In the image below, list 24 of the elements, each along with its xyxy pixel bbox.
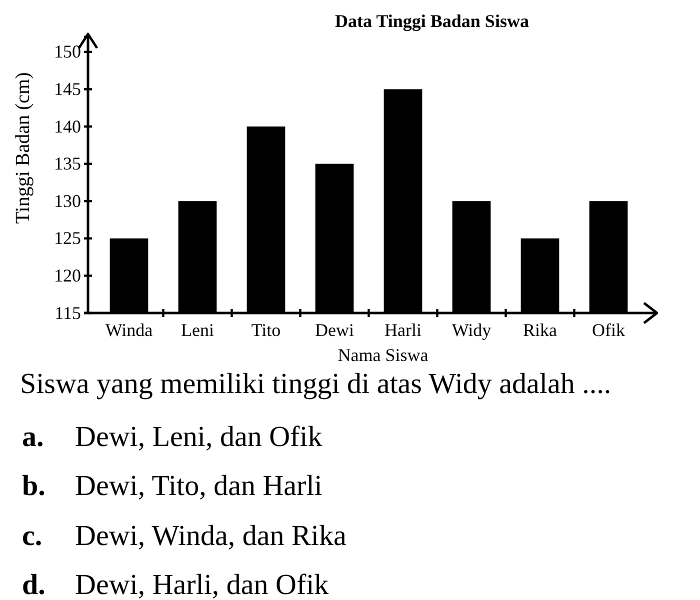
x-axis-title: Nama Siswa: [338, 345, 428, 365]
text: b. Dewi, Tito, dan Harli: [22, 470, 322, 502]
x-tick-label: Ofik: [592, 320, 625, 340]
y-tick-label: 145: [54, 78, 81, 99]
y-tick-label: 130: [54, 190, 81, 211]
x-tick-label: Rika: [523, 320, 558, 340]
x-tick-label: Tito: [251, 320, 281, 340]
text: a. Dewi, Leni, dan Ofik: [22, 421, 323, 453]
y-tick-label: 120: [54, 265, 81, 286]
x-tick-label: Winda: [105, 320, 153, 340]
y-tick-label: 140: [54, 116, 81, 136]
y-tick-label: 135: [54, 154, 81, 174]
y-axis-title: Tinggi Badan (cm): [12, 72, 34, 224]
x-tick-label: Dewi: [315, 320, 354, 340]
text: Siswa yang memiliki tinggi di atas Widy adalah ....: [20, 368, 612, 400]
chart-title: Data Tinggi Badan Siswa: [335, 11, 529, 31]
text: c. Dewi, Winda, dan Rika: [22, 520, 346, 552]
x-tick-label: Leni: [181, 320, 214, 340]
y-tick-label: 115: [54, 302, 81, 323]
x-tick-label: Widy: [452, 320, 492, 340]
y-tick-label: 125: [54, 228, 81, 248]
y-tick-label: 150: [54, 42, 81, 62]
text: d. Dewi, Harli, dan Ofik: [22, 569, 330, 600]
x-tick-label: Harli: [384, 320, 422, 340]
